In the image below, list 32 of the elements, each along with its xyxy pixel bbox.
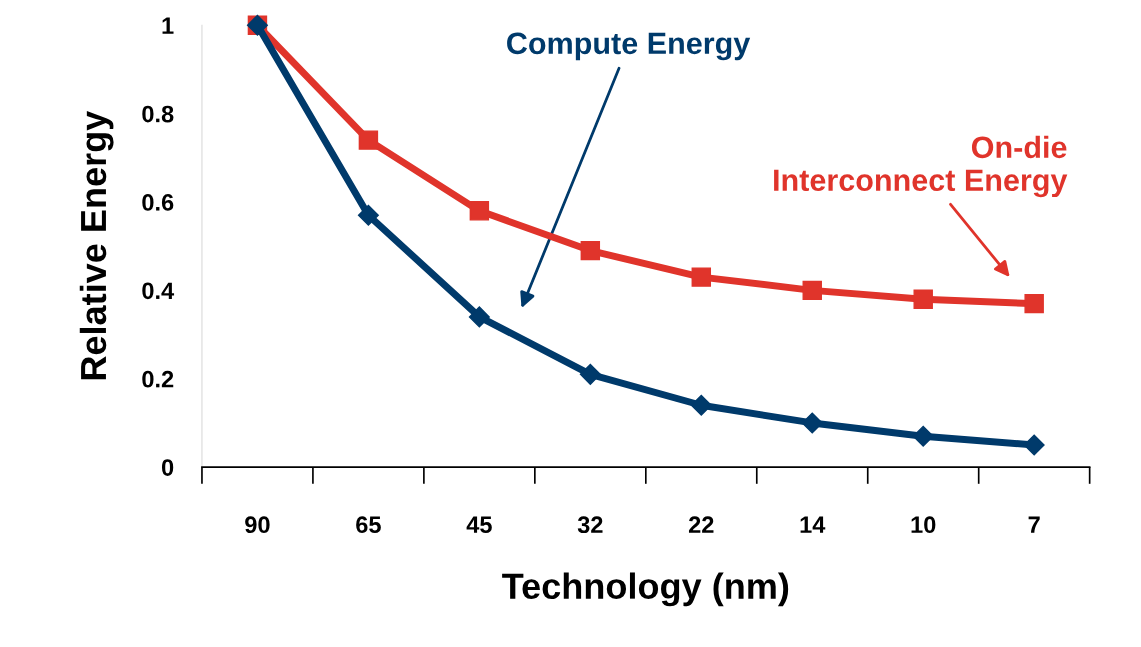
x-tick-label: 90 bbox=[245, 516, 270, 534]
point bbox=[469, 201, 490, 221]
y-tick-label: 0.2 bbox=[142, 370, 174, 388]
x-tick-label: 14 bbox=[800, 516, 826, 533]
y-tick-label: 1 bbox=[162, 17, 174, 34]
x-tick-label: 10 bbox=[911, 516, 936, 534]
x-tick-label: 65 bbox=[356, 516, 381, 534]
point bbox=[357, 204, 379, 226]
point bbox=[1024, 293, 1044, 314]
y-tick-label: 0.8 bbox=[142, 105, 174, 123]
point bbox=[801, 412, 823, 434]
x-tick-label: 7 bbox=[1028, 516, 1040, 533]
text: On-die Interconnect Energy bbox=[774, 135, 1068, 198]
y-tick-label: 0.4 bbox=[142, 282, 175, 300]
point bbox=[468, 306, 490, 328]
point bbox=[579, 363, 601, 385]
point bbox=[580, 240, 601, 261]
x-tick-label: 45 bbox=[466, 516, 492, 534]
point bbox=[1023, 434, 1045, 456]
x-tick-label: 32 bbox=[577, 516, 603, 534]
y-tick-label: 0.6 bbox=[142, 194, 174, 211]
point bbox=[802, 280, 822, 301]
point bbox=[913, 289, 933, 309]
point bbox=[912, 425, 934, 447]
y-axis-title: Relative Energy bbox=[79, 110, 114, 380]
point bbox=[358, 130, 379, 150]
point bbox=[690, 394, 712, 416]
x-tick-label: 22 bbox=[688, 516, 714, 533]
y-tick-label: 0 bbox=[161, 459, 174, 476]
point bbox=[691, 267, 712, 287]
x-axis-title: Technology (nm) bbox=[502, 572, 789, 607]
text: Compute Energy bbox=[507, 32, 751, 61]
